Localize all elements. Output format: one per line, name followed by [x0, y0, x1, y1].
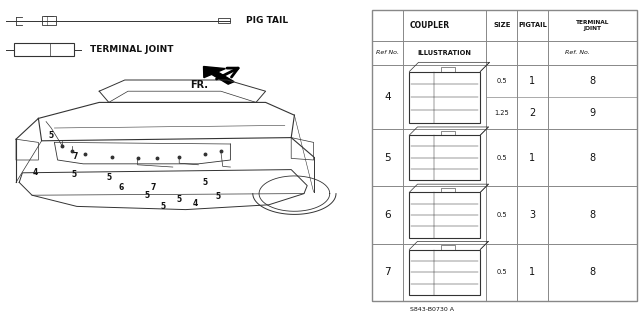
- Text: 8: 8: [589, 153, 595, 163]
- Text: TERMINAL
JOINT: TERMINAL JOINT: [575, 20, 609, 31]
- Text: 7: 7: [151, 183, 156, 192]
- Text: 1: 1: [529, 76, 536, 86]
- Text: PIGTAIL: PIGTAIL: [518, 22, 547, 28]
- Text: PIG TAIL: PIG TAIL: [246, 16, 289, 25]
- Text: ILLUSTRATION: ILLUSTRATION: [418, 50, 472, 56]
- Bar: [14, 43, 74, 56]
- Text: 0.5: 0.5: [497, 78, 507, 84]
- Text: 4: 4: [385, 92, 391, 102]
- Bar: [410, 135, 480, 180]
- Polygon shape: [204, 67, 234, 84]
- Text: SIZE: SIZE: [493, 22, 511, 28]
- Text: 5: 5: [177, 196, 182, 204]
- Text: 5: 5: [71, 170, 76, 179]
- Text: 8: 8: [589, 76, 595, 86]
- Bar: [441, 67, 456, 72]
- Text: 4: 4: [193, 199, 198, 208]
- Bar: [441, 131, 456, 135]
- Text: 0.5: 0.5: [497, 269, 507, 275]
- Text: 5: 5: [385, 153, 391, 163]
- Text: 1.25: 1.25: [494, 110, 509, 116]
- Text: 7: 7: [385, 267, 391, 277]
- Text: 6: 6: [385, 210, 391, 220]
- Bar: [410, 72, 480, 123]
- Bar: [410, 192, 480, 238]
- Bar: [372, 10, 637, 301]
- Text: 5: 5: [145, 191, 150, 200]
- Text: 0.5: 0.5: [497, 212, 507, 218]
- Text: 5: 5: [49, 132, 54, 140]
- Text: 5: 5: [202, 178, 207, 187]
- Text: 5: 5: [161, 202, 166, 211]
- Text: 6: 6: [119, 183, 124, 192]
- Text: 0.5: 0.5: [497, 155, 507, 161]
- Text: 9: 9: [589, 108, 595, 118]
- Text: COUPLER: COUPLER: [410, 21, 449, 30]
- Bar: [441, 245, 456, 250]
- Text: 3: 3: [529, 210, 536, 220]
- Text: 7: 7: [73, 152, 78, 161]
- Text: FR.: FR.: [190, 80, 208, 90]
- Text: 5: 5: [215, 192, 220, 201]
- Bar: [218, 18, 230, 23]
- Text: 8: 8: [589, 267, 595, 277]
- Text: 1: 1: [529, 267, 536, 277]
- Bar: [410, 250, 480, 295]
- Text: 4: 4: [33, 168, 38, 177]
- Text: 8: 8: [589, 210, 595, 220]
- Text: Ref No.: Ref No.: [376, 51, 399, 55]
- Bar: [441, 188, 456, 192]
- Bar: [42, 16, 56, 25]
- Text: Ref. No.: Ref. No.: [564, 51, 589, 55]
- Text: TERMINAL JOINT: TERMINAL JOINT: [90, 45, 173, 54]
- Text: S843-B0730 A: S843-B0730 A: [410, 307, 454, 312]
- Text: 2: 2: [529, 108, 536, 118]
- Text: 5: 5: [106, 173, 111, 182]
- Text: 1: 1: [529, 153, 536, 163]
